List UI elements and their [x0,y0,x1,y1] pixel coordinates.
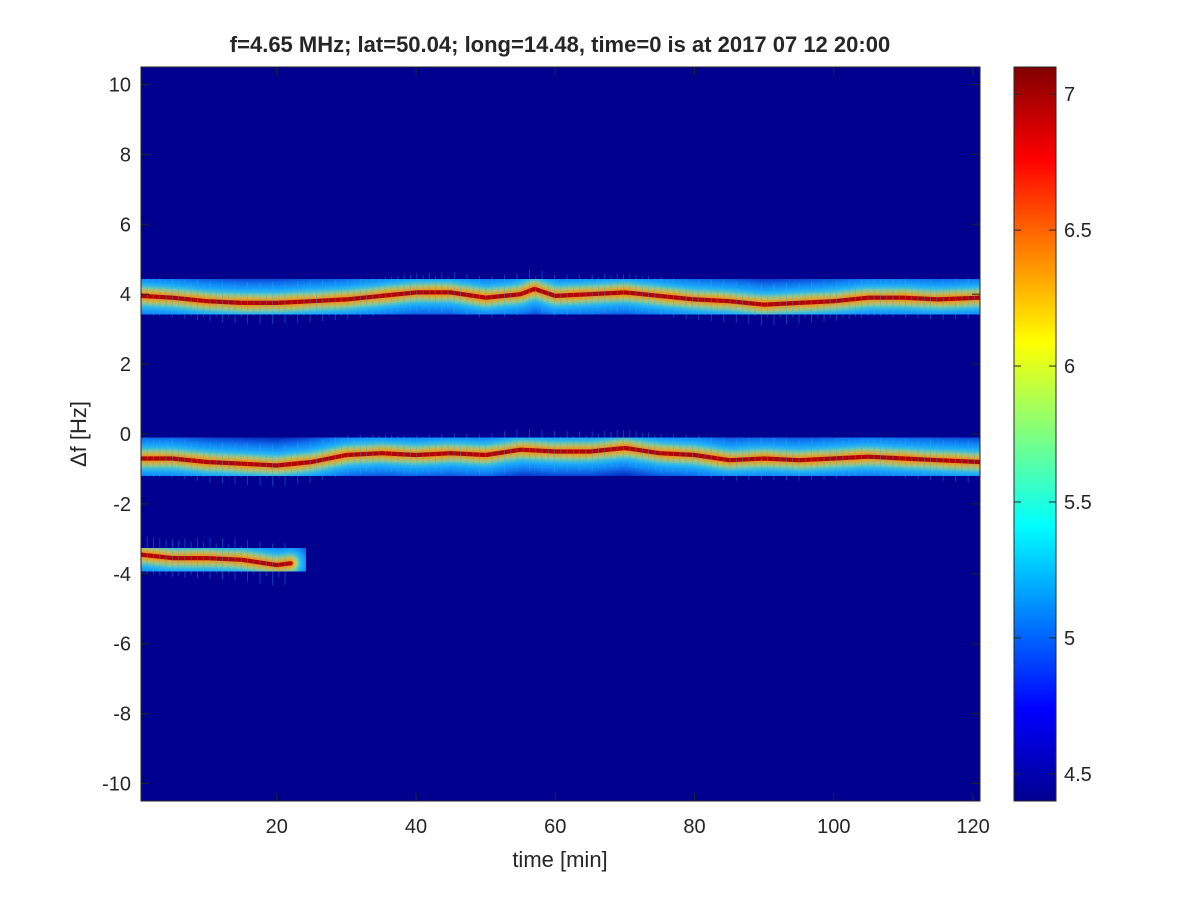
y-tick-label: 6 [120,214,131,236]
signal-traces [141,262,980,592]
colorbar-tick-label: 7 [1064,84,1075,106]
colorbar-ticks: 7 6.5 6 5.5 5 4.5 [1014,84,1092,786]
y-axis-ticks: 10 8 6 4 2 0 -2 -4 -6 -8 -10 [102,74,980,796]
y-tick-label: -8 [113,704,131,726]
x-tick-label: 20 [266,816,288,838]
colorbar [1013,66,1057,802]
colorbar-tick-label: 4.5 [1064,764,1092,786]
colorbar-tick-label: 6.5 [1064,220,1092,242]
x-tick-label: 120 [956,816,989,838]
y-tick-label: -2 [113,494,131,516]
x-axis-label: time [min] [512,847,607,872]
x-tick-label: 80 [683,816,705,838]
trace-band [141,445,980,468]
signal-trace-1 [141,262,980,331]
chart-title: f=4.65 MHz; lat=50.04; long=14.48, time=… [230,32,890,57]
y-tick-label: 2 [120,354,131,376]
signal-trace-3 [141,528,317,592]
x-axis-ticks: 20 40 60 80 100 120 [266,67,990,838]
signal-trace-2 [141,421,980,492]
y-tick-label: -4 [113,564,131,586]
x-tick-label: 60 [544,816,566,838]
y-tick-label: 0 [120,424,131,446]
y-tick-label: -10 [102,774,131,796]
y-tick-label: 4 [120,284,131,306]
y-axis-label: Δf [Hz] [66,401,91,467]
colorbar-tick-label: 5.5 [1064,492,1092,514]
x-tick-label: 40 [405,816,427,838]
trace-band [141,552,293,568]
y-tick-label: -6 [113,634,131,656]
y-tick-label: 10 [109,74,131,96]
colorbar-tick-label: 5 [1064,628,1075,650]
trace-band [141,286,980,307]
y-tick-label: 8 [120,144,131,166]
colorbar-tick-label: 6 [1064,356,1075,378]
x-tick-label: 100 [817,816,850,838]
